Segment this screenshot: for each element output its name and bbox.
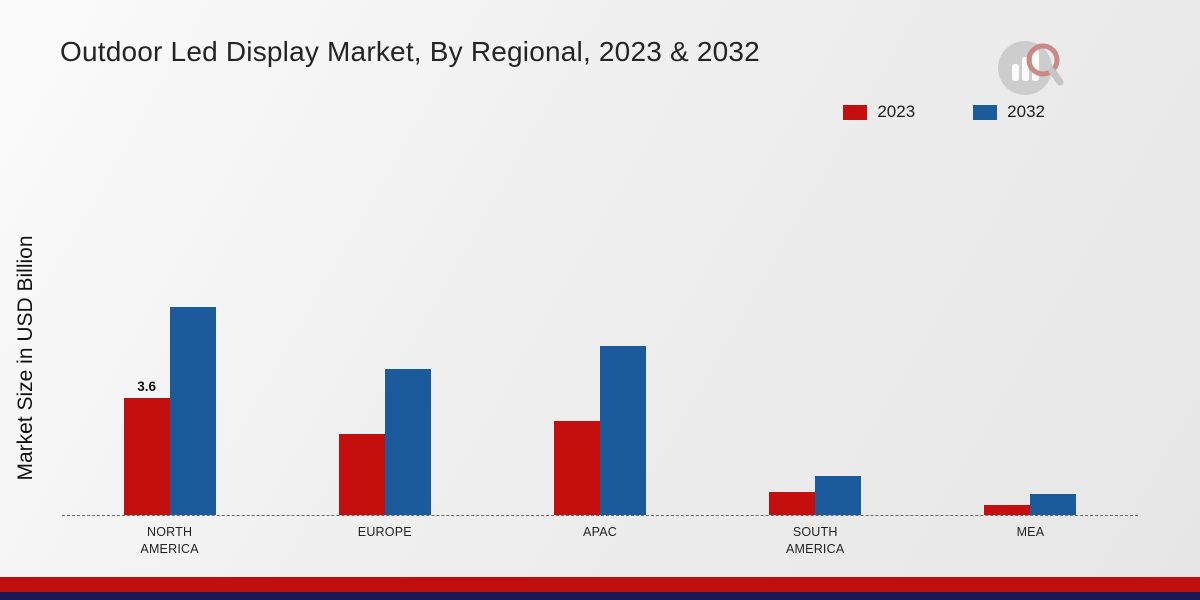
bar-2023-south-america: [769, 492, 816, 515]
bar-group-apac: [492, 346, 707, 515]
bar-2023-apac: [554, 421, 600, 515]
brand-logo-icon: [998, 41, 1064, 95]
plot-area: 3.6: [62, 176, 1138, 516]
brand-logo: [992, 30, 1068, 106]
bar-2023-north-america: 3.6: [123, 379, 170, 515]
x-label-cell-north-america: NORTH AMERICA: [62, 524, 277, 558]
bar-group-mea: [923, 494, 1138, 515]
bar-2023-europe: [338, 434, 385, 515]
footer-red-stripe: [0, 577, 1200, 592]
bar-2032-south-america: [815, 476, 862, 515]
x-label-south-america: SOUTH AMERICA: [786, 525, 845, 556]
chart-title: Outdoor Led Display Market, By Regional,…: [60, 36, 760, 67]
x-axis-labels: NORTH AMERICA EUROPE APAC SOUTH AMERICA MEA: [62, 524, 1138, 558]
x-label-cell-mea: MEA: [923, 524, 1138, 558]
legend: 2023 2032: [843, 102, 1045, 122]
legend-item-2032: 2032: [973, 102, 1045, 122]
x-label-cell-south-america: SOUTH AMERICA: [708, 524, 923, 558]
x-label-cell-europe: EUROPE: [277, 524, 492, 558]
legend-item-2023: 2023: [843, 102, 915, 122]
x-label-europe: EUROPE: [357, 525, 412, 539]
bar-2023-mea: [984, 505, 1031, 515]
x-label-north-america: NORTH AMERICA: [140, 525, 199, 556]
bar-2032-apac: [600, 346, 646, 515]
bar-2032-mea: [1030, 494, 1077, 515]
bar-2032-north-america: [169, 307, 216, 515]
bar-group-europe: [277, 369, 492, 515]
legend-label: 2032: [1007, 102, 1045, 121]
legend-label: 2023: [877, 102, 916, 121]
x-label-cell-apac: APAC: [492, 524, 707, 558]
bar-2032-europe: [384, 369, 431, 515]
bar-group-north-america: 3.6: [62, 307, 277, 515]
legend-swatch: [843, 104, 868, 120]
x-label-apac: APAC: [583, 525, 617, 539]
x-label-mea: MEA: [1016, 525, 1045, 539]
y-axis-label: Market Size in USD Billion: [14, 235, 37, 481]
legend-swatch: [973, 104, 998, 120]
bar-group-south-america: [708, 476, 923, 515]
bar-value-label: 3.6: [137, 379, 156, 394]
footer-navy-stripe: [0, 592, 1200, 600]
